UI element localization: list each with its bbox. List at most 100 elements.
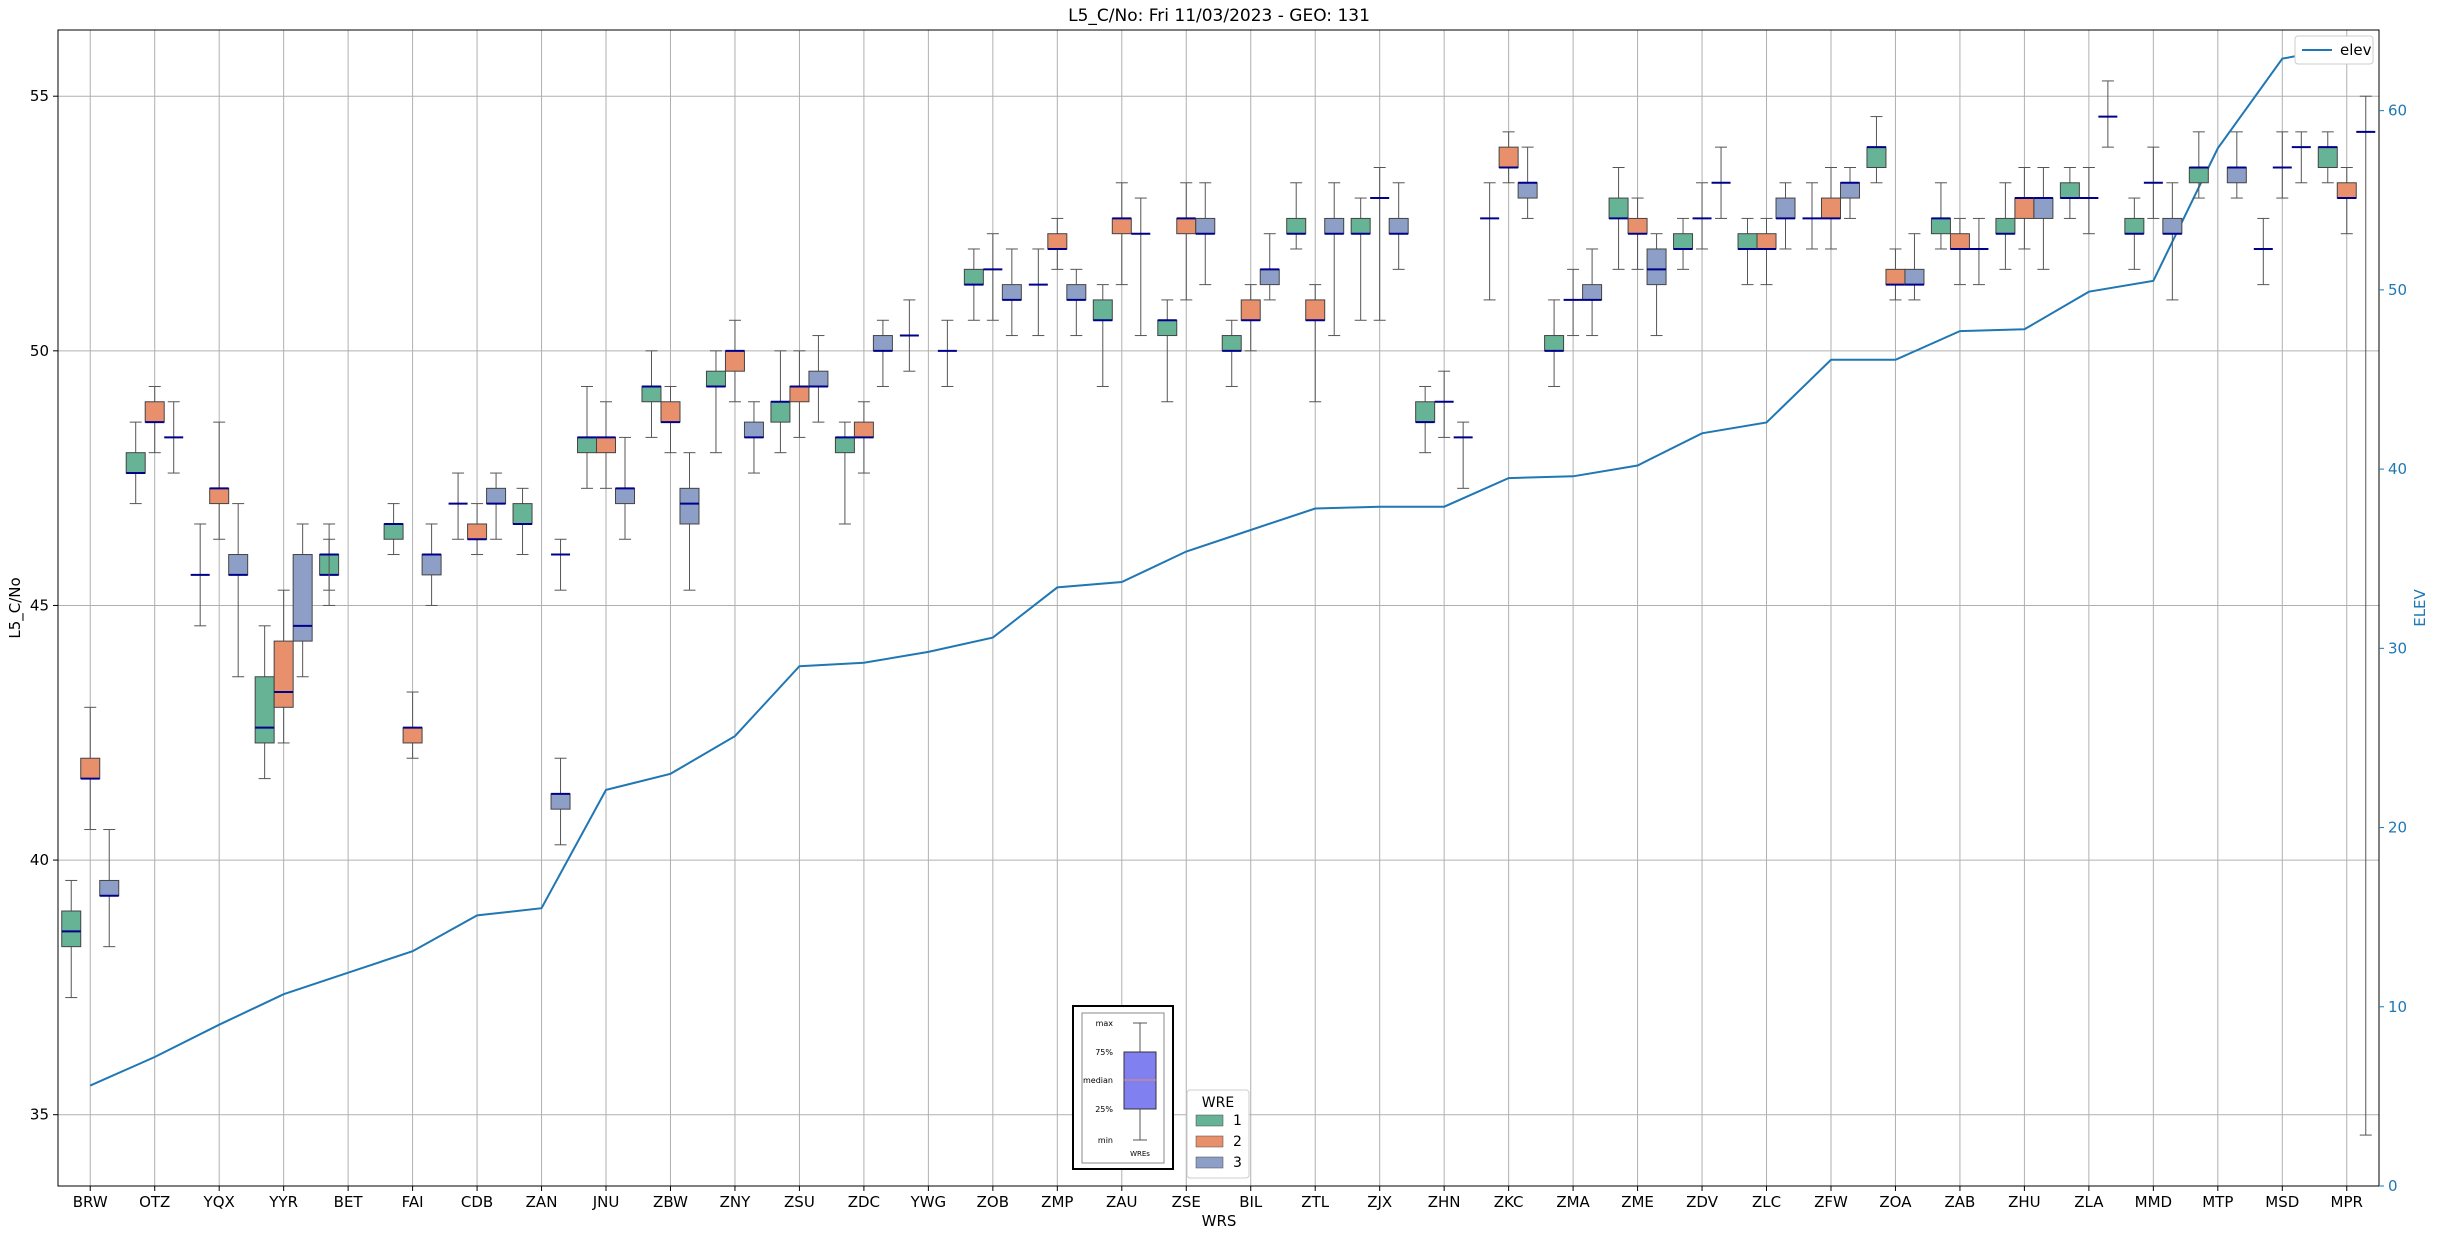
x-tick-label-ZMP: ZMP (1041, 1193, 1073, 1211)
box-ZJX-wre3 (1388, 182, 1409, 270)
box-ZSE-wre3 (1195, 182, 1216, 286)
x-tick-label-MSD: MSD (2265, 1193, 2299, 1211)
x-tick-label-ZLA: ZLA (2074, 1193, 2104, 1211)
box-ZAU-wre2 (1111, 182, 1132, 286)
box-body (963, 268, 984, 286)
box-body (1286, 217, 1307, 235)
y2-axis: 0 10 20 30 40 50 60 (2379, 102, 2407, 1195)
box-JNU-wre1 (577, 385, 598, 489)
y2-tick-label: 10 (2388, 998, 2407, 1016)
grid (58, 30, 2379, 1186)
box-body (853, 421, 874, 438)
box-ZLA-wre1 (2059, 166, 2080, 219)
box-body (2162, 217, 2183, 235)
x-tick-label-YQX: YQX (203, 1193, 235, 1211)
box-MPR-wre2 (2336, 166, 2357, 235)
box-MMD-wre1 (2124, 197, 2145, 270)
box-key-xlabel: WREs (1130, 1150, 1150, 1158)
box-body (1324, 217, 1345, 235)
box-ZAB-wre1 (1930, 182, 1951, 250)
single-ZLA-wre3 (2098, 80, 2118, 148)
box-body (2033, 197, 2054, 219)
box-body (125, 452, 146, 474)
wre-legend-swatch-3 (1195, 1156, 1224, 1169)
single-YWG-wre3 (937, 319, 957, 387)
box-ZFW-wre2 (1820, 166, 1841, 250)
box-ZBW-wre2 (660, 385, 681, 454)
elev-line (89, 45, 2347, 1087)
box-body (596, 436, 617, 454)
box-JNU-wre2 (596, 401, 617, 489)
box-body (1866, 146, 1887, 168)
single-ZMP-wre1 (1028, 248, 1048, 337)
box-ZDC-wre3 (872, 319, 893, 387)
box-body (615, 487, 636, 505)
single-YWG-wre1 (899, 299, 919, 372)
box-body (1047, 233, 1068, 250)
box-body (2059, 182, 2080, 199)
x-tick-label-MPR: MPR (2331, 1193, 2363, 1211)
box-ZLC-wre2 (1756, 217, 1777, 286)
box-ZAB-wre2 (1949, 217, 1970, 286)
box-ZHU-wre2 (2014, 166, 2035, 250)
single-ZFW-wre1 (1802, 182, 1822, 250)
plot-frame (57, 29, 2380, 1187)
box-key-q3: 75% (1095, 1048, 1113, 1057)
box-ZKC-wre3 (1517, 146, 1538, 219)
box-ZSU-wre3 (808, 335, 829, 423)
y-tick-label: 55 (30, 87, 49, 105)
box-ZNY-wre2 (724, 319, 745, 403)
box-body (1930, 217, 1951, 235)
box-YQX-wre3 (228, 503, 249, 678)
x-tick-label-ZDV: ZDV (1686, 1193, 1719, 1211)
x-tick-label-FAI: FAI (402, 1193, 424, 1211)
box-body (1646, 248, 1667, 286)
box-body (1388, 217, 1409, 235)
box-FAI-wre3 (421, 523, 442, 606)
x-tick-label-ZOA: ZOA (1879, 1193, 1912, 1211)
box-ZTL-wre1 (1286, 182, 1307, 250)
box-FAI-wre2 (402, 691, 423, 759)
box-body (1995, 217, 2016, 235)
box-body (1176, 217, 1197, 235)
single-ZAB-wre3 (1969, 217, 1989, 286)
x-tick-label-ZDC: ZDC (848, 1193, 880, 1211)
box-BIL-wre2 (1240, 284, 1261, 352)
box-YYR-wre2 (273, 589, 294, 744)
box-body (1221, 335, 1242, 352)
box-key-min: min (1098, 1136, 1113, 1145)
chart-title: L5_C/No: Fri 11/03/2023 - GEO: 131 (1068, 6, 1370, 26)
box-ZMP-wre2 (1047, 217, 1068, 270)
box-BRW-wre3 (99, 829, 120, 948)
box-MTP-wre3 (2226, 131, 2247, 199)
box-key-max: max (1096, 1019, 1114, 1028)
box-body (660, 401, 681, 423)
single-ZKC-wre1 (1480, 182, 1500, 301)
x-tick-label-ZHU: ZHU (2008, 1193, 2041, 1211)
x-tick-label-ZOB: ZOB (977, 1193, 1009, 1211)
box-ZAU-wre1 (1092, 284, 1113, 387)
box-body (1885, 268, 1906, 286)
box-ZAN-wre1 (512, 487, 533, 556)
box-ZOA-wre3 (1904, 233, 1925, 301)
box-BRW-wre2 (80, 706, 101, 831)
box-body (292, 554, 313, 642)
y-tick-label: 50 (30, 342, 49, 360)
box-body (1517, 182, 1538, 199)
box-body (383, 523, 404, 540)
single-ZDV-wre2 (1692, 182, 1712, 250)
single-OTZ-wre3 (164, 401, 184, 474)
box-body (254, 676, 275, 744)
box-body (512, 503, 533, 525)
box-body (679, 487, 700, 525)
box-body (577, 436, 598, 454)
box-CDB-wre2 (467, 503, 488, 556)
elev-line-group (89, 45, 2347, 1087)
box-CDB-wre3 (486, 472, 507, 540)
box-ZMA-wre1 (1544, 299, 1565, 387)
x-tick-label-ZBW: ZBW (653, 1193, 688, 1211)
box-body (2014, 197, 2035, 219)
y2-tick-label: 50 (2388, 281, 2407, 299)
box-body (1737, 233, 1758, 250)
y2-tick-label: 60 (2388, 102, 2407, 120)
